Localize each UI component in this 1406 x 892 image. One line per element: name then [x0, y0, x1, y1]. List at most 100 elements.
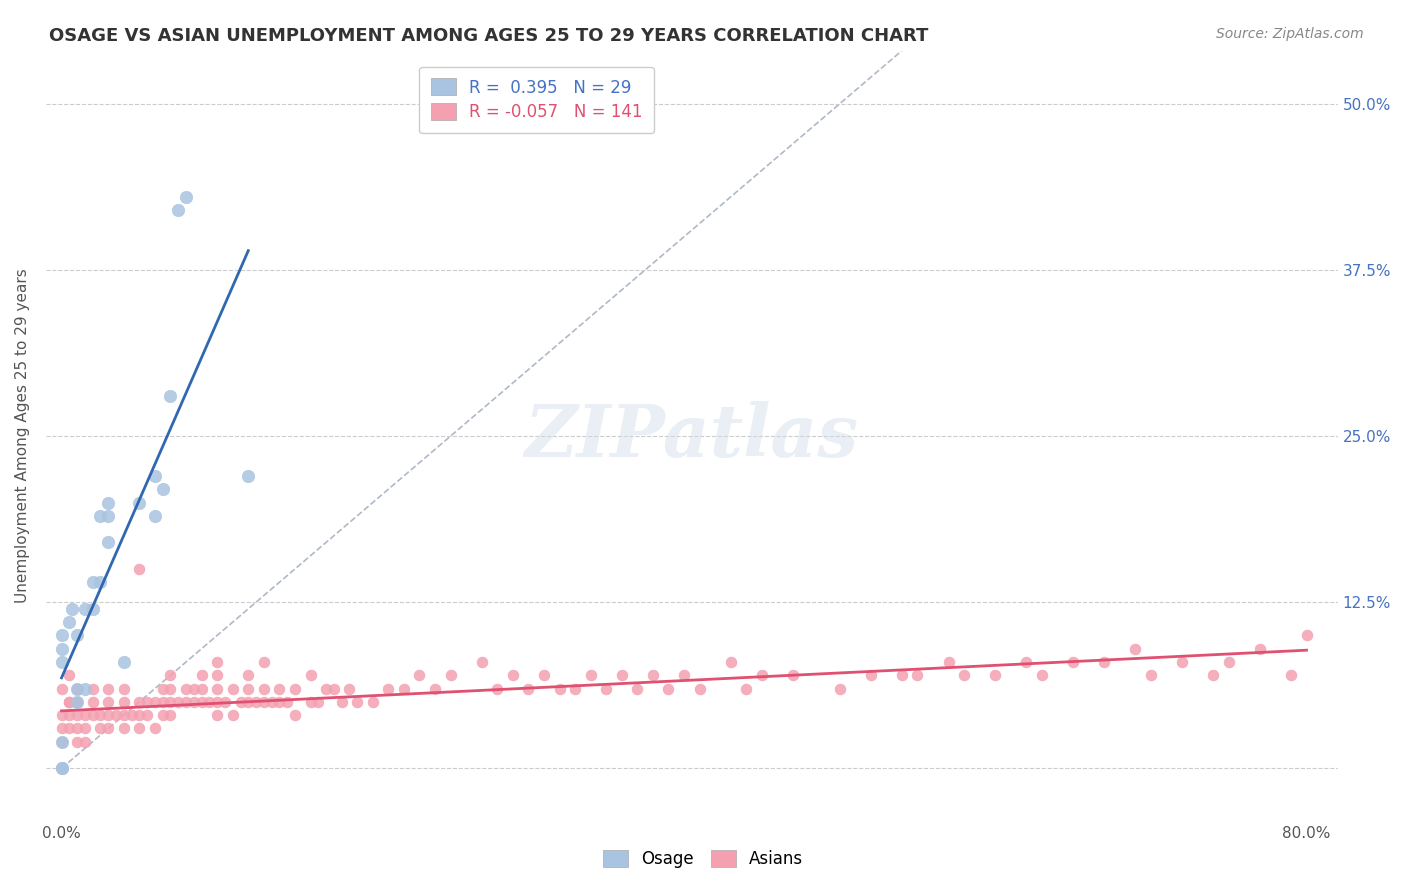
- Point: [128, 708, 150, 723]
- Point: [97, 681, 120, 696]
- Point: [1171, 655, 1194, 669]
- Point: [595, 681, 617, 696]
- Point: [238, 695, 260, 709]
- Point: [73, 735, 96, 749]
- Point: [190, 695, 212, 709]
- Point: [673, 668, 696, 682]
- Point: [423, 681, 446, 696]
- Text: Source: ZipAtlas.com: Source: ZipAtlas.com: [1216, 27, 1364, 41]
- Point: [51, 761, 73, 775]
- Point: [159, 695, 181, 709]
- Point: [66, 681, 89, 696]
- Point: [51, 761, 73, 775]
- Point: [276, 695, 298, 709]
- Point: [641, 668, 664, 682]
- Point: [238, 681, 260, 696]
- Point: [330, 695, 353, 709]
- Point: [198, 695, 221, 709]
- Point: [486, 681, 509, 696]
- Point: [1123, 641, 1146, 656]
- Point: [112, 695, 135, 709]
- Point: [73, 681, 96, 696]
- Point: [152, 695, 174, 709]
- Point: [58, 668, 80, 682]
- Point: [205, 655, 228, 669]
- Point: [152, 482, 174, 496]
- Point: [322, 681, 344, 696]
- Point: [51, 722, 73, 736]
- Point: [205, 668, 228, 682]
- Point: [159, 708, 181, 723]
- Point: [152, 708, 174, 723]
- Point: [167, 695, 190, 709]
- Point: [238, 469, 260, 483]
- Point: [253, 681, 276, 696]
- Point: [229, 695, 252, 709]
- Point: [89, 575, 111, 590]
- Point: [82, 681, 104, 696]
- Point: [859, 668, 882, 682]
- Point: [1140, 668, 1163, 682]
- Point: [51, 761, 73, 775]
- Point: [97, 535, 120, 549]
- Point: [62, 602, 84, 616]
- Point: [58, 615, 80, 629]
- Point: [51, 761, 73, 775]
- Point: [1295, 628, 1317, 642]
- Point: [689, 681, 711, 696]
- Point: [260, 695, 283, 709]
- Point: [471, 655, 494, 669]
- Point: [51, 641, 73, 656]
- Point: [112, 708, 135, 723]
- Point: [121, 708, 143, 723]
- Point: [579, 668, 602, 682]
- Legend: R =  0.395   N = 29, R = -0.057   N = 141: R = 0.395 N = 29, R = -0.057 N = 141: [419, 67, 654, 133]
- Point: [97, 495, 120, 509]
- Point: [82, 575, 104, 590]
- Point: [502, 668, 524, 682]
- Point: [1031, 668, 1053, 682]
- Point: [51, 761, 73, 775]
- Point: [751, 668, 773, 682]
- Point: [143, 469, 166, 483]
- Text: ZIPatlas: ZIPatlas: [524, 401, 859, 472]
- Point: [205, 708, 228, 723]
- Point: [205, 695, 228, 709]
- Point: [190, 681, 212, 696]
- Point: [1202, 668, 1225, 682]
- Text: OSAGE VS ASIAN UNEMPLOYMENT AMONG AGES 25 TO 29 YEARS CORRELATION CHART: OSAGE VS ASIAN UNEMPLOYMENT AMONG AGES 2…: [49, 27, 928, 45]
- Point: [533, 668, 555, 682]
- Point: [51, 628, 73, 642]
- Point: [128, 562, 150, 576]
- Point: [66, 628, 89, 642]
- Point: [58, 708, 80, 723]
- Point: [51, 708, 73, 723]
- Point: [299, 695, 322, 709]
- Point: [938, 655, 960, 669]
- Point: [214, 695, 236, 709]
- Point: [339, 681, 361, 696]
- Point: [82, 695, 104, 709]
- Point: [58, 695, 80, 709]
- Point: [205, 681, 228, 696]
- Point: [735, 681, 758, 696]
- Point: [610, 668, 633, 682]
- Point: [626, 681, 648, 696]
- Point: [253, 655, 276, 669]
- Point: [112, 655, 135, 669]
- Point: [183, 681, 205, 696]
- Point: [82, 708, 104, 723]
- Point: [97, 708, 120, 723]
- Point: [517, 681, 540, 696]
- Point: [299, 668, 322, 682]
- Point: [984, 668, 1007, 682]
- Point: [97, 722, 120, 736]
- Point: [548, 681, 571, 696]
- Point: [890, 668, 912, 682]
- Point: [828, 681, 851, 696]
- Point: [143, 508, 166, 523]
- Point: [136, 695, 159, 709]
- Point: [1062, 655, 1084, 669]
- Point: [66, 735, 89, 749]
- Point: [136, 708, 159, 723]
